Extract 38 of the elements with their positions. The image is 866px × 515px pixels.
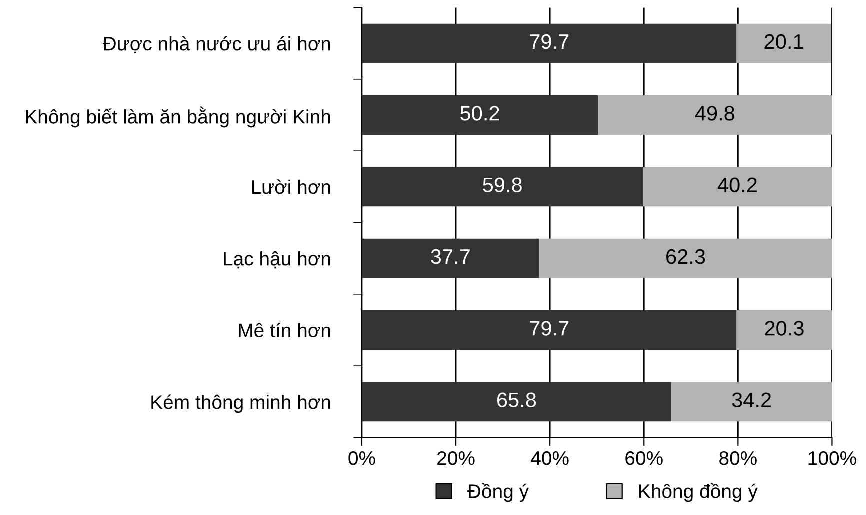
bar <box>362 167 644 207</box>
y-tick-label: Kém thông minh hơn <box>152 394 330 414</box>
bar <box>362 24 737 64</box>
data-label: 79.7 <box>530 321 569 336</box>
y-tick-label: Không biết làm ăn bằng người Kinh <box>26 106 330 128</box>
x-tick-label: 80% <box>720 451 757 466</box>
x-tick-label: 20% <box>438 451 475 466</box>
bar <box>362 382 672 422</box>
data-label: 62.3 <box>666 249 706 264</box>
y-tick-label: Được nhà nước ưu ái hơn <box>102 36 330 54</box>
data-label: 50.2 <box>460 106 500 121</box>
legend-label: Không đồng ý <box>640 483 758 502</box>
data-label: 40.2 <box>718 178 757 192</box>
data-label: 65.8 <box>497 392 536 408</box>
bar <box>671 382 832 422</box>
bar <box>362 310 737 350</box>
data-label: 37.7 <box>431 249 470 264</box>
bar <box>643 167 832 207</box>
bar <box>598 96 832 135</box>
y-tick-label: Lười hơn <box>252 180 330 194</box>
bar <box>736 24 832 64</box>
data-label: 20.1 <box>764 34 804 50</box>
data-label: 49.8 <box>695 106 735 121</box>
bar <box>539 238 832 278</box>
data-label: 20.3 <box>765 321 804 336</box>
data-label: 59.8 <box>483 178 522 192</box>
y-tick-label: Lạc hậu hơn <box>224 251 330 269</box>
data-label: 79.7 <box>530 34 569 50</box>
y-tick-label: Mê tín hơn <box>239 322 330 338</box>
legend-label: Đồng ý <box>468 483 529 502</box>
x-tick-label: 100% <box>808 451 856 466</box>
x-tick-label: 60% <box>626 451 663 466</box>
bar <box>362 96 598 135</box>
x-tick-label: 40% <box>531 451 569 466</box>
data-label: 34.2 <box>732 392 772 408</box>
x-tick-label: 0% <box>348 451 376 466</box>
bar <box>362 238 540 278</box>
bar <box>736 310 832 350</box>
